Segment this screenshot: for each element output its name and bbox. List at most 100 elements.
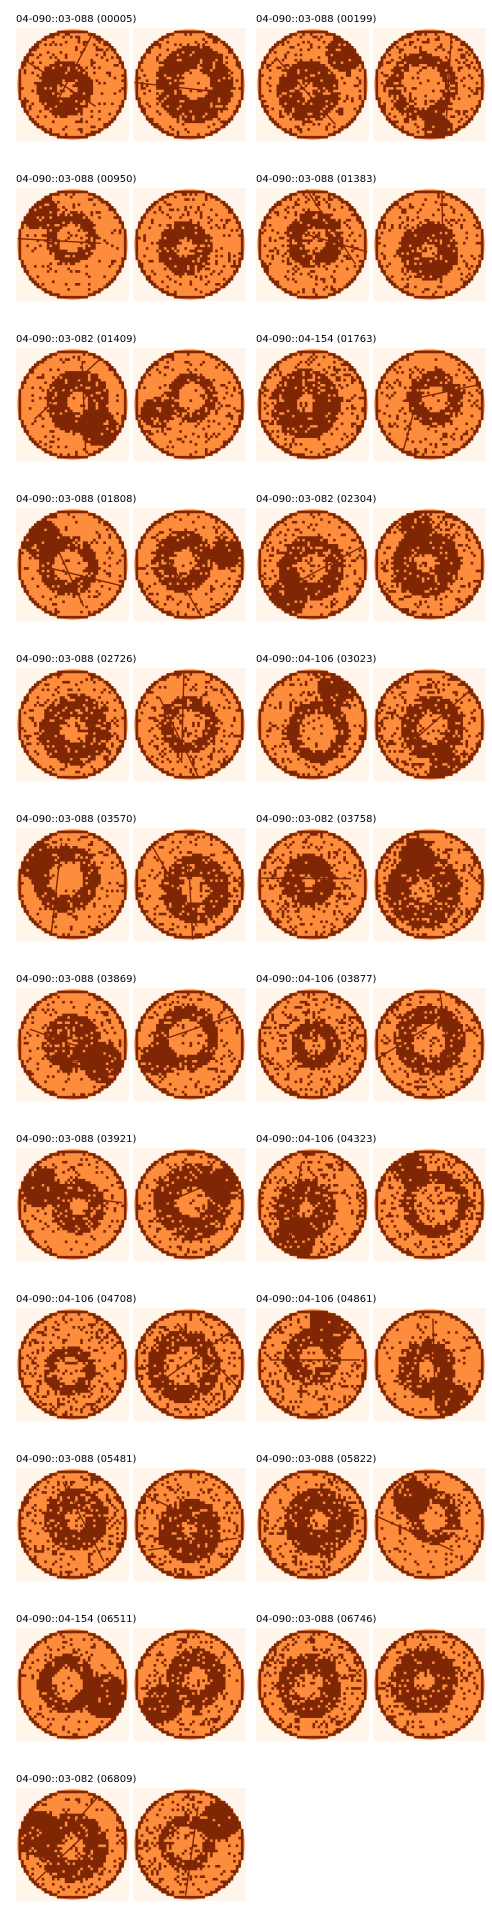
panel-title: 04-090::04-106 (04323) bbox=[256, 1134, 376, 1146]
wafer-panel: 04-090::04-106 (04323) bbox=[256, 1134, 486, 1284]
wafer-map-image bbox=[373, 1628, 486, 1741]
panel-title: 04-090::03-088 (05481) bbox=[16, 1454, 136, 1466]
panel-title: 04-090::03-082 (06809) bbox=[16, 1774, 136, 1786]
wafer-map-image bbox=[256, 508, 369, 621]
wafer-map-image bbox=[256, 1148, 369, 1261]
wafer-map-image bbox=[256, 1628, 369, 1741]
panel-title: 04-090::03-088 (03570) bbox=[16, 814, 136, 826]
wafer-map-original bbox=[16, 988, 129, 1101]
wafer-map-original bbox=[16, 28, 129, 141]
panel-title: 04-090::04-154 (06511) bbox=[16, 1614, 136, 1626]
wafer-map-image bbox=[16, 28, 129, 141]
wafer-map-reconstruction bbox=[373, 988, 486, 1101]
wafer-map-original bbox=[16, 1788, 129, 1901]
wafer-map-image bbox=[16, 508, 129, 621]
wafer-map-image bbox=[133, 668, 246, 781]
wafer-map-image bbox=[256, 668, 369, 781]
wafer-map-original bbox=[256, 1148, 369, 1261]
wafer-map-reconstruction bbox=[373, 348, 486, 461]
wafer-map-image bbox=[133, 1788, 246, 1901]
panel-title: 04-090::03-088 (03921) bbox=[16, 1134, 136, 1146]
wafer-map-image bbox=[133, 188, 246, 301]
wafer-map-original bbox=[16, 1148, 129, 1261]
wafer-map-reconstruction bbox=[133, 188, 246, 301]
wafer-panel: 04-090::03-088 (02726) bbox=[16, 654, 246, 804]
wafer-map-image bbox=[373, 1308, 486, 1421]
wafer-map-image bbox=[256, 1468, 369, 1581]
wafer-map-original bbox=[256, 828, 369, 941]
wafer-map-original bbox=[16, 668, 129, 781]
wafer-map-image bbox=[256, 1308, 369, 1421]
wafer-map-reconstruction bbox=[133, 1468, 246, 1581]
wafer-map-image bbox=[16, 668, 129, 781]
panel-title: 04-090::03-088 (03869) bbox=[16, 974, 136, 986]
wafer-panel: 04-090::03-088 (03869) bbox=[16, 974, 246, 1124]
wafer-map-original bbox=[256, 28, 369, 141]
wafer-panel: 04-090::03-088 (05481) bbox=[16, 1454, 246, 1604]
wafer-map-reconstruction bbox=[373, 28, 486, 141]
wafer-panel: 04-090::03-088 (06746) bbox=[256, 1614, 486, 1764]
wafer-map-original bbox=[256, 988, 369, 1101]
wafer-map-image bbox=[133, 1468, 246, 1581]
wafer-map-image bbox=[373, 668, 486, 781]
wafer-map-image bbox=[133, 1148, 246, 1261]
wafer-panel: 04-090::03-082 (03758) bbox=[256, 814, 486, 964]
wafer-panel: 04-090::03-088 (01808) bbox=[16, 494, 246, 644]
panel-title: 04-090::04-106 (04861) bbox=[256, 1294, 376, 1306]
wafer-map-reconstruction bbox=[373, 1148, 486, 1261]
wafer-map-image bbox=[256, 348, 369, 461]
wafer-map-reconstruction bbox=[133, 828, 246, 941]
wafer-panel: 04-090::04-106 (03877) bbox=[256, 974, 486, 1124]
wafer-map-image bbox=[133, 828, 246, 941]
wafer-map-image bbox=[133, 1308, 246, 1421]
wafer-map-reconstruction bbox=[133, 1628, 246, 1741]
panel-title: 04-090::03-088 (00199) bbox=[256, 14, 376, 26]
wafer-panel: 04-090::04-106 (04861) bbox=[256, 1294, 486, 1444]
wafer-panel: 04-090::03-088 (03921) bbox=[16, 1134, 246, 1284]
wafer-map-reconstruction bbox=[133, 988, 246, 1101]
wafer-map-original bbox=[16, 1628, 129, 1741]
wafer-map-reconstruction bbox=[373, 668, 486, 781]
wafer-panel: 04-090::04-106 (04708) bbox=[16, 1294, 246, 1444]
panel-title: 04-090::04-154 (01763) bbox=[256, 334, 376, 346]
wafer-map-image bbox=[16, 1148, 129, 1261]
wafer-panel: 04-090::03-088 (00199) bbox=[256, 14, 486, 164]
panel-title: 04-090::03-088 (00005) bbox=[16, 14, 136, 26]
wafer-map-original bbox=[256, 1308, 369, 1421]
wafer-map-image bbox=[16, 188, 129, 301]
wafer-map-original bbox=[16, 828, 129, 941]
wafer-panel: 04-090::03-082 (06809) bbox=[16, 1774, 246, 1924]
wafer-map-reconstruction bbox=[133, 668, 246, 781]
panel-title: 04-090::03-088 (02726) bbox=[16, 654, 136, 666]
wafer-map-image bbox=[373, 348, 486, 461]
wafer-map-original bbox=[16, 188, 129, 301]
wafer-map-image bbox=[133, 508, 246, 621]
panel-title: 04-090::04-106 (03023) bbox=[256, 654, 376, 666]
wafer-map-image bbox=[256, 988, 369, 1101]
wafer-map-image bbox=[256, 28, 369, 141]
wafer-panel: 04-090::04-154 (01763) bbox=[256, 334, 486, 484]
wafer-map-reconstruction bbox=[133, 508, 246, 621]
panel-title: 04-090::03-082 (03758) bbox=[256, 814, 376, 826]
panel-title: 04-090::03-088 (06746) bbox=[256, 1614, 376, 1626]
wafer-map-original bbox=[16, 508, 129, 621]
wafer-panel: 04-090::03-082 (01409) bbox=[16, 334, 246, 484]
wafer-map-reconstruction bbox=[133, 1148, 246, 1261]
wafer-map-image bbox=[16, 348, 129, 461]
wafer-map-image bbox=[373, 1468, 486, 1581]
wafer-map-reconstruction bbox=[373, 828, 486, 941]
wafer-map-reconstruction bbox=[133, 1788, 246, 1901]
wafer-map-image bbox=[133, 28, 246, 141]
wafer-panel: 04-090::03-088 (03570) bbox=[16, 814, 246, 964]
panel-title: 04-090::03-082 (01409) bbox=[16, 334, 136, 346]
wafer-map-original bbox=[256, 1468, 369, 1581]
wafer-map-image bbox=[16, 1628, 129, 1741]
panel-title: 04-090::03-088 (01383) bbox=[256, 174, 376, 186]
wafer-map-image bbox=[256, 828, 369, 941]
wafer-map-original bbox=[256, 1628, 369, 1741]
wafer-map-image bbox=[133, 988, 246, 1101]
wafer-map-image bbox=[16, 828, 129, 941]
wafer-map-reconstruction bbox=[373, 1468, 486, 1581]
wafer-map-reconstruction bbox=[133, 1308, 246, 1421]
